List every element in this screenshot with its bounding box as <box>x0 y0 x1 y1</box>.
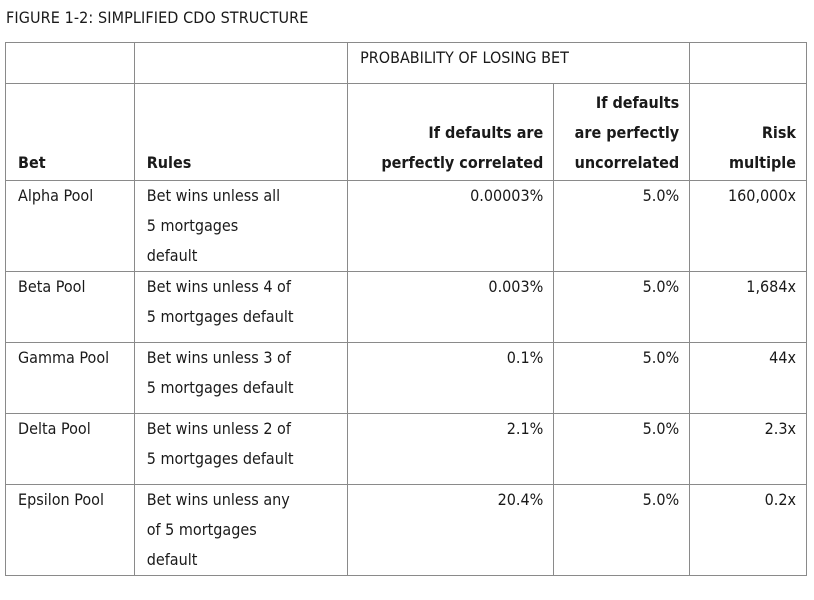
table-row: Alpha Pool Bet wins unless all 5 mortgag… <box>5 180 807 272</box>
correlated-probability-cell: 0.1% <box>347 342 555 414</box>
rules-cell: Bet wins unless all 5 mortgages default <box>133 180 349 272</box>
cdo-structure-table: PROBABILITY OF LOSING BET Bet Rules If d… <box>5 42 807 576</box>
empty-header-cell-rules <box>133 42 349 84</box>
group-header-row: PROBABILITY OF LOSING BET <box>5 42 807 84</box>
correlated-probability-cell: 0.00003% <box>347 180 555 272</box>
risk-multiple-cell: 1,684x <box>689 271 807 343</box>
column-header-rules: Rules <box>133 83 349 181</box>
uncorrelated-probability-cell: 5.0% <box>553 484 691 576</box>
risk-multiple-cell: 2.3x <box>689 413 807 485</box>
rules-cell: Bet wins unless 4 of 5 mortgages default <box>133 271 349 343</box>
bet-name-cell: Beta Pool <box>5 271 135 343</box>
uncorrelated-probability-cell: 5.0% <box>553 271 691 343</box>
column-header-correlated-line: If defaults are <box>428 123 544 142</box>
risk-multiple-cell: 0.2x <box>689 484 807 576</box>
empty-header-cell-risk <box>689 42 807 84</box>
column-header-risk-line: Risk <box>761 123 796 142</box>
column-header-correlated: If defaults are perfectly correlated <box>347 83 555 181</box>
risk-multiple-cell: 44x <box>689 342 807 414</box>
rules-line: 5 mortgages default <box>146 307 294 326</box>
rules-line: Bet wins unless any <box>146 490 290 509</box>
column-header-uncorrelated: If defaults are perfectly uncorrelated <box>553 83 691 181</box>
rules-line: Bet wins unless 3 of <box>146 348 291 367</box>
table-row: Epsilon Pool Bet wins unless any of 5 mo… <box>5 484 807 576</box>
rules-line: of 5 mortgages <box>146 520 257 539</box>
bet-name-cell: Delta Pool <box>5 413 135 485</box>
column-header-uncorrelated-line: uncorrelated <box>574 153 680 172</box>
rules-cell: Bet wins unless 3 of 5 mortgages default <box>133 342 349 414</box>
rules-line: Bet wins unless all <box>146 186 281 205</box>
correlated-probability-cell: 0.003% <box>347 271 555 343</box>
empty-header-cell-bet <box>5 42 135 84</box>
uncorrelated-probability-cell: 5.0% <box>553 413 691 485</box>
probability-group-header: PROBABILITY OF LOSING BET <box>347 42 691 84</box>
table-row: Delta Pool Bet wins unless 2 of 5 mortga… <box>5 413 807 485</box>
table-row: Beta Pool Bet wins unless 4 of 5 mortgag… <box>5 271 807 343</box>
rules-line: default <box>146 550 198 569</box>
table-row: Gamma Pool Bet wins unless 3 of 5 mortga… <box>5 342 807 414</box>
column-header-correlated-line: perfectly correlated <box>381 153 544 172</box>
rules-cell: Bet wins unless any of 5 mortgages defau… <box>133 484 349 576</box>
risk-multiple-cell: 160,000x <box>689 180 807 272</box>
bet-name-cell: Gamma Pool <box>5 342 135 414</box>
correlated-probability-cell: 20.4% <box>347 484 555 576</box>
bet-name-cell: Epsilon Pool <box>5 484 135 576</box>
column-header-row: Bet Rules If defaults are perfectly corr… <box>5 83 807 181</box>
rules-line: 5 mortgages <box>146 216 239 235</box>
uncorrelated-probability-cell: 5.0% <box>553 342 691 414</box>
rules-line: 5 mortgages default <box>146 378 294 397</box>
rules-line: Bet wins unless 2 of <box>146 419 291 438</box>
column-header-bet: Bet <box>5 83 135 181</box>
rules-line: default <box>146 246 198 265</box>
column-header-risk: Risk multiple <box>689 83 807 181</box>
uncorrelated-probability-cell: 5.0% <box>553 180 691 272</box>
figure-title: FIGURE 1-2: SIMPLIFIED CDO STRUCTURE <box>6 8 309 27</box>
rules-cell: Bet wins unless 2 of 5 mortgages default <box>133 413 349 485</box>
column-header-uncorrelated-line: are perfectly <box>574 123 680 142</box>
correlated-probability-cell: 2.1% <box>347 413 555 485</box>
column-header-uncorrelated-line: If defaults <box>595 93 680 112</box>
rules-line: Bet wins unless 4 of <box>146 277 291 296</box>
column-header-risk-line: multiple <box>729 153 796 172</box>
bet-name-cell: Alpha Pool <box>5 180 135 272</box>
rules-line: 5 mortgages default <box>146 449 294 468</box>
